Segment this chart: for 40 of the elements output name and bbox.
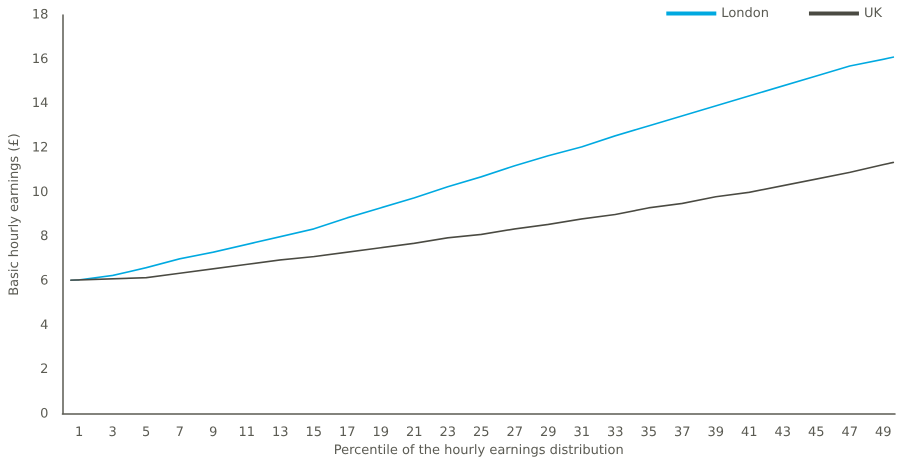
- x-tick-label: 25: [472, 425, 490, 440]
- y-tick-label: 18: [32, 8, 48, 22]
- legend-label: London: [721, 6, 769, 21]
- x-tick-label: 41: [740, 425, 758, 440]
- y-tick-label: 12: [32, 140, 48, 156]
- y-tick-label: 2: [40, 362, 48, 378]
- x-tick-label: 49: [875, 425, 892, 440]
- x-tick-label: 1: [75, 425, 84, 440]
- y-tick-label: 14: [32, 96, 48, 112]
- line-series: [70, 162, 894, 281]
- x-tick-label: 7: [176, 425, 184, 440]
- y-tick-label: 6: [40, 274, 48, 288]
- x-tick-label: 43: [774, 425, 792, 440]
- y-tick-label: 10: [32, 184, 48, 200]
- x-tick-label: 3: [108, 425, 117, 440]
- y-tick-label: 8: [40, 229, 48, 244]
- x-tick-label: 5: [142, 425, 150, 440]
- x-tick-label: 23: [439, 425, 456, 440]
- y-tick-label: 0: [40, 406, 48, 422]
- x-tick-label: 37: [674, 425, 691, 440]
- legend-label: UK: [864, 6, 882, 21]
- x-tick-label: 13: [272, 425, 288, 440]
- x-axis-title: Percentile of the hourly earnings distribution: [334, 443, 624, 458]
- x-tick-label: 11: [238, 425, 255, 440]
- x-tick-label: 45: [808, 425, 825, 440]
- x-tick-label: 15: [305, 425, 322, 440]
- x-tick-label: 19: [372, 425, 389, 440]
- x-tick-label: 27: [506, 425, 524, 440]
- x-tick-label: 9: [209, 425, 218, 440]
- x-tick-label: 31: [573, 425, 590, 440]
- y-tick-label: 4: [40, 318, 48, 333]
- x-tick-label: 47: [841, 425, 858, 440]
- x-tick-label: 33: [606, 425, 624, 440]
- x-tick-label: 21: [406, 425, 422, 440]
- x-tick-label: 17: [338, 425, 356, 440]
- x-tick-label: 35: [640, 425, 658, 440]
- x-tick-label: 39: [707, 425, 724, 440]
- y-tick-label: 16: [32, 52, 48, 67]
- y-axis-title: Basic hourly earnings (£): [7, 133, 22, 296]
- x-tick-label: 29: [540, 425, 557, 440]
